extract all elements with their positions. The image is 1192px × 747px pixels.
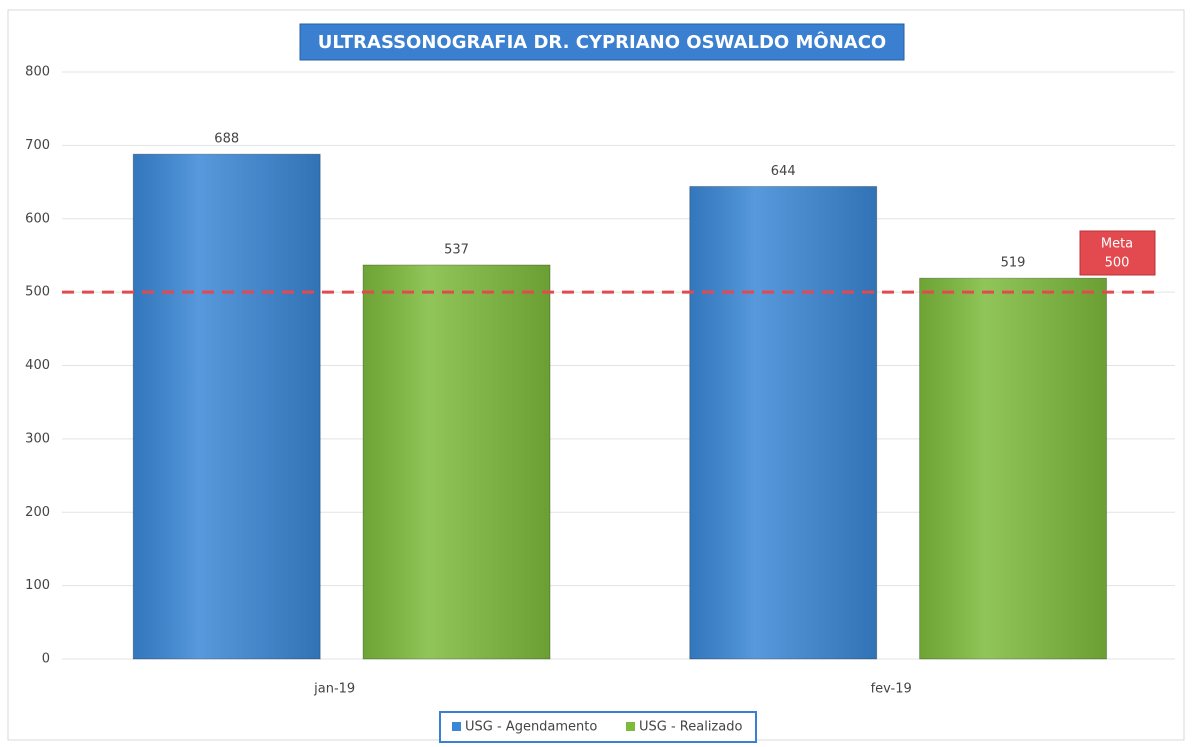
data-label: 537 [444, 242, 469, 257]
chart-title: ULTRASSONOGRAFIA DR. CYPRIANO OSWALDO MÔ… [318, 31, 886, 53]
y-tick-label: 400 [25, 358, 50, 373]
y-tick-label: 300 [25, 431, 50, 446]
y-tick-label: 800 [25, 65, 50, 80]
legend-label: USG - Realizado [639, 720, 742, 735]
y-tick-label: 100 [25, 578, 50, 593]
data-label: 644 [771, 164, 796, 179]
bar-shine [689, 186, 877, 659]
data-label: 688 [214, 132, 239, 147]
target-label: Meta [1101, 237, 1133, 252]
y-tick-label: 700 [25, 138, 50, 153]
x-tick-label: fev-19 [871, 682, 912, 697]
y-tick-label: 0 [42, 652, 50, 667]
y-tick-label: 200 [25, 505, 50, 520]
y-tick-label: 500 [25, 285, 50, 300]
data-label: 519 [1001, 256, 1026, 271]
legend-label: USG - Agendamento [465, 720, 597, 735]
y-tick-label: 600 [25, 211, 50, 226]
title-box [299, 23, 905, 61]
bar-shine [363, 264, 551, 659]
legend-swatch [452, 722, 461, 731]
bar-shine [919, 278, 1107, 659]
target-value: 500 [1105, 256, 1130, 271]
target-box [1079, 230, 1156, 276]
x-tick-label: jan-19 [313, 682, 355, 697]
legend-box [439, 711, 757, 743]
legend-swatch [626, 722, 635, 731]
bar-shine [133, 154, 321, 659]
